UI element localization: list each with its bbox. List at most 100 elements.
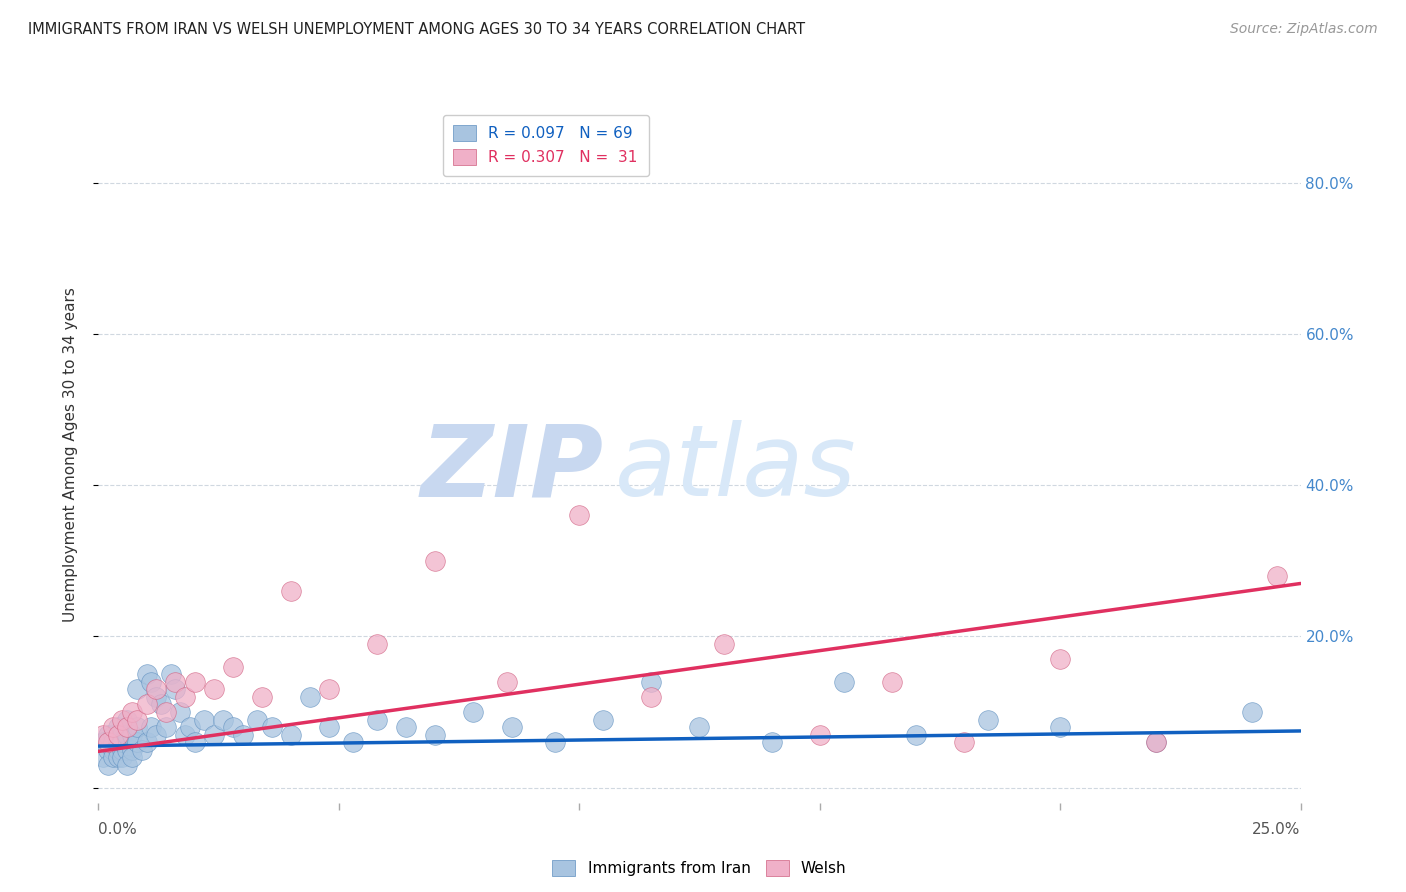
Point bbox=[155, 720, 177, 734]
Point bbox=[117, 728, 139, 742]
Point bbox=[1144, 735, 1167, 749]
Point bbox=[463, 705, 485, 719]
Point bbox=[342, 735, 364, 749]
Point bbox=[111, 750, 134, 764]
Point bbox=[366, 637, 388, 651]
Point bbox=[568, 508, 591, 523]
Point bbox=[640, 690, 662, 704]
Point bbox=[174, 728, 197, 742]
Point bbox=[117, 713, 139, 727]
Point bbox=[111, 735, 134, 749]
Point bbox=[117, 743, 139, 757]
Point bbox=[880, 674, 903, 689]
Point bbox=[91, 750, 114, 764]
Point bbox=[193, 713, 215, 727]
Point bbox=[165, 682, 187, 697]
Point bbox=[423, 728, 446, 742]
Y-axis label: Unemployment Among Ages 30 to 34 years: Unemployment Among Ages 30 to 34 years bbox=[63, 287, 77, 623]
Point bbox=[183, 735, 205, 749]
Point bbox=[101, 743, 124, 757]
Point bbox=[246, 713, 269, 727]
Text: 25.0%: 25.0% bbox=[1253, 822, 1301, 837]
Text: ZIP: ZIP bbox=[420, 420, 603, 517]
Point bbox=[121, 728, 143, 742]
Point bbox=[977, 713, 1000, 727]
Point bbox=[318, 720, 340, 734]
Point bbox=[169, 705, 191, 719]
Point bbox=[155, 705, 177, 719]
Point bbox=[808, 728, 831, 742]
Point bbox=[141, 720, 163, 734]
Text: atlas: atlas bbox=[616, 420, 858, 517]
Point bbox=[135, 667, 157, 681]
Point bbox=[318, 682, 340, 697]
Point bbox=[111, 713, 134, 727]
Point bbox=[202, 728, 225, 742]
Point bbox=[131, 743, 153, 757]
Point bbox=[97, 743, 120, 757]
Point bbox=[107, 720, 129, 734]
Point bbox=[250, 690, 273, 704]
Point bbox=[91, 728, 114, 742]
Point bbox=[121, 705, 143, 719]
Point bbox=[145, 690, 167, 704]
Text: IMMIGRANTS FROM IRAN VS WELSH UNEMPLOYMENT AMONG AGES 30 TO 34 YEARS CORRELATION: IMMIGRANTS FROM IRAN VS WELSH UNEMPLOYME… bbox=[28, 22, 806, 37]
Point bbox=[101, 720, 124, 734]
Point bbox=[117, 758, 139, 772]
Point bbox=[904, 728, 927, 742]
Point bbox=[212, 713, 235, 727]
Point bbox=[298, 690, 321, 704]
Point bbox=[1049, 720, 1071, 734]
Text: 0.0%: 0.0% bbox=[98, 822, 138, 837]
Point bbox=[117, 720, 139, 734]
Point bbox=[689, 720, 711, 734]
Legend: Immigrants from Iran, Welsh: Immigrants from Iran, Welsh bbox=[543, 851, 856, 886]
Point bbox=[423, 554, 446, 568]
Point bbox=[97, 758, 120, 772]
Point bbox=[179, 720, 201, 734]
Point bbox=[145, 682, 167, 697]
Point bbox=[107, 743, 129, 757]
Point bbox=[125, 720, 148, 734]
Point bbox=[592, 713, 614, 727]
Point bbox=[953, 735, 976, 749]
Point bbox=[202, 682, 225, 697]
Point bbox=[91, 735, 114, 749]
Point bbox=[101, 728, 124, 742]
Point bbox=[174, 690, 197, 704]
Point bbox=[260, 720, 283, 734]
Point bbox=[1265, 569, 1288, 583]
Point bbox=[280, 728, 302, 742]
Point bbox=[222, 659, 245, 673]
Point bbox=[280, 584, 302, 599]
Point bbox=[159, 667, 181, 681]
Point bbox=[111, 728, 134, 742]
Point bbox=[165, 674, 187, 689]
Point bbox=[97, 728, 120, 742]
Point bbox=[640, 674, 662, 689]
Point bbox=[101, 735, 124, 749]
Point bbox=[1049, 652, 1071, 666]
Point bbox=[232, 728, 254, 742]
Point bbox=[501, 720, 523, 734]
Point bbox=[97, 735, 120, 749]
Point bbox=[145, 728, 167, 742]
Point bbox=[125, 713, 148, 727]
Point bbox=[125, 735, 148, 749]
Point bbox=[366, 713, 388, 727]
Point bbox=[135, 698, 157, 712]
Point bbox=[107, 728, 129, 742]
Point bbox=[544, 735, 567, 749]
Point bbox=[135, 735, 157, 749]
Point bbox=[111, 743, 134, 757]
Point bbox=[832, 674, 855, 689]
Text: Source: ZipAtlas.com: Source: ZipAtlas.com bbox=[1230, 22, 1378, 37]
Point bbox=[713, 637, 735, 651]
Point bbox=[183, 674, 205, 689]
Point bbox=[107, 735, 129, 749]
Point bbox=[121, 743, 143, 757]
Point bbox=[395, 720, 418, 734]
Point bbox=[222, 720, 245, 734]
Point bbox=[125, 682, 148, 697]
Point bbox=[1241, 705, 1264, 719]
